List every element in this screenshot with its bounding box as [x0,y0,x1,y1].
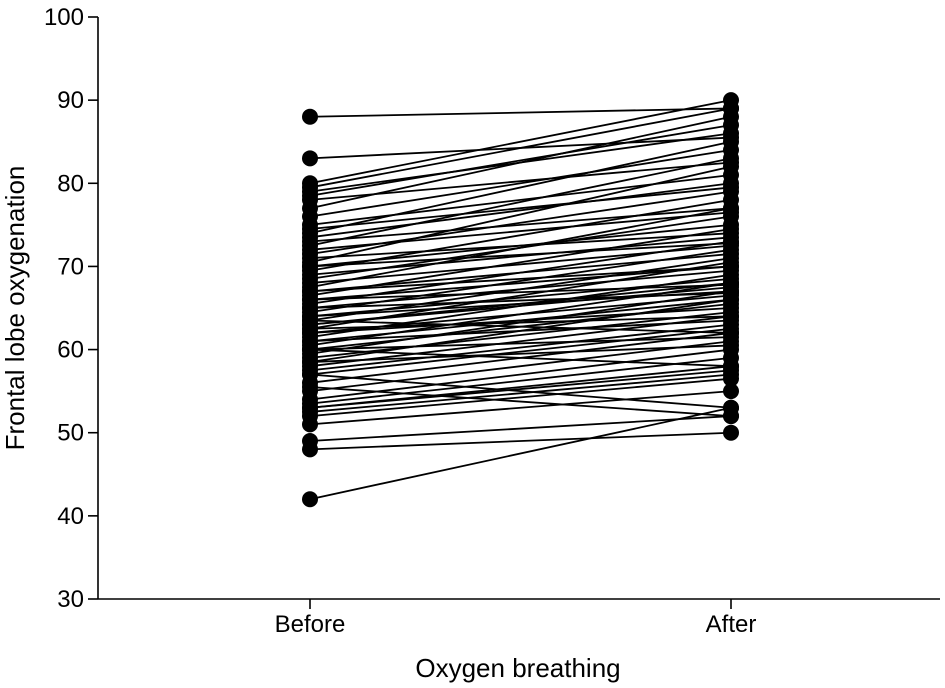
pair-line [309,327,732,376]
pair-line [309,377,732,417]
pair-line [309,344,732,363]
pair-line [309,415,732,442]
pair-line [309,319,732,334]
pair-line [309,373,732,409]
pair-line [309,242,732,268]
after-point [723,383,739,400]
after-point [723,133,739,150]
before-point [302,108,318,125]
pair-line [309,207,732,289]
x-axis-title: Oxygen breathing [415,653,620,683]
y-tick-label: 70 [57,253,84,280]
pair-line [309,228,732,297]
before-point [302,341,318,358]
after-point [723,200,739,217]
pair-line [309,149,732,218]
y-axis-title: Frontal lobe oxygenation [0,166,30,451]
pair-line [309,386,732,417]
y-tick-label: 100 [44,4,84,31]
pair-line [309,199,732,272]
axes [97,17,940,600]
pair-line [309,311,732,359]
x-tick-label: After [706,611,757,638]
pair-line [309,182,732,239]
pair-line [309,265,732,293]
pair-line [309,390,732,426]
pair-line [309,336,732,351]
y-tick-label: 40 [57,503,84,530]
y-tick-label: 30 [57,586,84,613]
before-point [302,399,318,416]
pair-line [309,323,732,372]
pair-line [309,248,732,314]
pair-line [309,348,732,368]
data-points [302,92,739,508]
after-point [723,235,739,252]
before-point [302,491,318,508]
after-point [723,337,739,354]
pair-line [309,307,732,334]
pair-line [309,356,732,405]
before-point [302,258,318,275]
pair-line [309,107,732,118]
after-point [723,358,739,375]
pair-line [309,107,732,189]
x-tick-label: Before [275,611,346,638]
pair-line [309,282,732,347]
before-point [302,283,318,300]
pair-line [309,99,732,185]
y-tick-label: 50 [57,420,84,447]
pair-line [309,140,732,235]
after-point [723,221,739,238]
after-point [723,258,739,275]
pair-line [309,240,732,305]
pair-line [309,369,732,409]
pair-line [309,292,732,309]
y-ticks: 30 40 50 60 70 80 90 100 [44,4,98,613]
before-point [302,366,318,383]
pair-line [309,157,732,247]
pair-line [309,319,732,343]
pair-line [309,431,732,451]
y-tick-label: 60 [57,337,84,364]
after-point [723,424,739,441]
after-point [723,399,739,416]
before-point [302,378,318,395]
pair-line [309,257,732,322]
pair-line [309,315,732,330]
after-point [723,324,739,341]
before-point [302,354,318,371]
pair-line [309,340,732,393]
after-point [723,308,739,325]
before-point [302,312,318,329]
pair-line [309,115,732,210]
before-point [302,221,318,238]
pair-line [309,190,732,255]
pair-line [309,186,732,230]
pair-line [309,124,732,197]
after-point [723,108,739,125]
y-tick-label: 90 [57,87,84,114]
after-point [723,158,739,175]
pair-line [309,406,732,501]
x-ticks: Before After [275,599,757,638]
pair-line [309,165,732,264]
pair-line [309,283,732,301]
after-point [723,179,739,196]
after-point [723,276,739,293]
pair-line [309,373,732,413]
y-tick-label: 80 [57,170,84,197]
before-point [302,150,318,167]
before-point [302,416,318,433]
before-point [302,441,318,458]
pair-line [309,207,732,243]
paired-lines [309,99,732,501]
